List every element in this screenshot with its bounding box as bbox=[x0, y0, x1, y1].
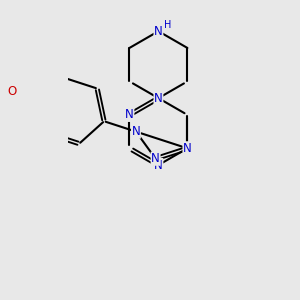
Text: N: N bbox=[131, 125, 140, 138]
Text: N: N bbox=[125, 108, 134, 122]
Text: O: O bbox=[7, 85, 16, 98]
Text: N: N bbox=[154, 92, 163, 105]
Text: N: N bbox=[183, 142, 192, 155]
Text: N: N bbox=[151, 152, 160, 165]
Text: N: N bbox=[154, 25, 163, 38]
Text: H: H bbox=[164, 20, 172, 30]
Text: N: N bbox=[154, 159, 163, 172]
